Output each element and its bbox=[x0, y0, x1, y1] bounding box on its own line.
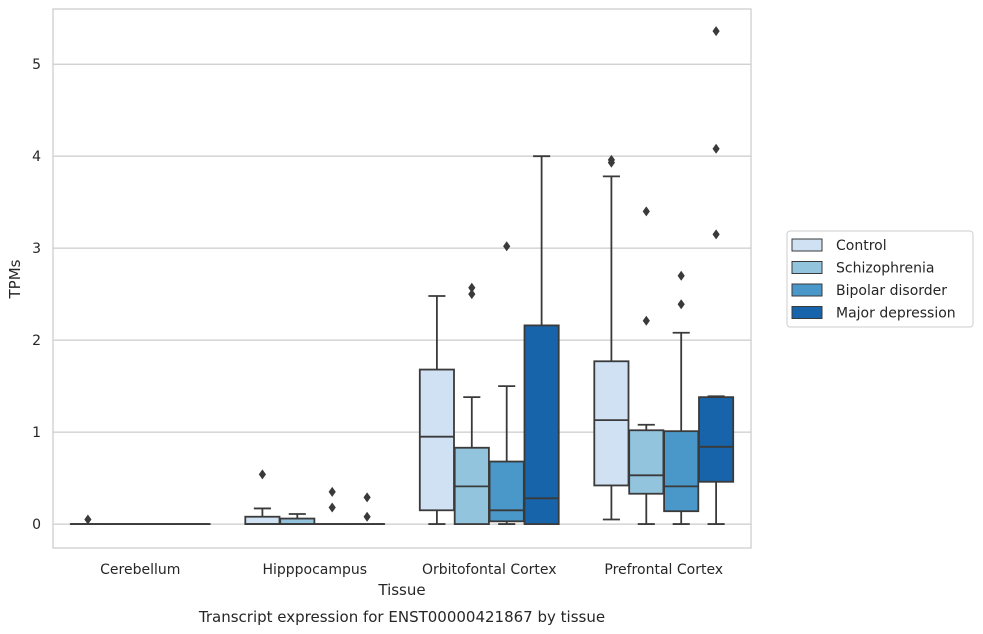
y-tick-label: 0 bbox=[32, 517, 41, 533]
box-major-depression-1 bbox=[349, 492, 386, 525]
outlier-point bbox=[258, 469, 266, 480]
outlier-point bbox=[363, 492, 371, 503]
plot-area-frame bbox=[52, 8, 752, 549]
legend: Control Schizophrenia Bipolar disorder Majo… bbox=[786, 230, 974, 328]
outlier-point bbox=[607, 154, 615, 165]
box-iqr bbox=[488, 460, 525, 523]
box-bipolar-disorder-2 bbox=[488, 241, 525, 525]
x-tick-label: Hipppocampus bbox=[262, 562, 367, 578]
y-tick-label: 4 bbox=[32, 149, 41, 165]
gridlines bbox=[53, 63, 751, 525]
box-control-1 bbox=[244, 469, 281, 525]
box-marks bbox=[69, 26, 735, 525]
y-tick-label: 5 bbox=[32, 57, 41, 73]
box-schizophrenia-3 bbox=[628, 206, 665, 525]
chart-caption: Transcript expression for ENST0000042186… bbox=[198, 608, 605, 626]
box-iqr bbox=[593, 360, 630, 487]
outlier-point bbox=[677, 299, 685, 310]
y-tick-label: 2 bbox=[32, 333, 41, 349]
x-axis-label: Tissue bbox=[377, 581, 425, 599]
outlier-point bbox=[712, 229, 720, 240]
x-tick-label: Prefrontal Cortex bbox=[604, 562, 723, 578]
legend-label: Schizophrenia bbox=[836, 261, 934, 277]
x-tick-label: Orbitofontal Cortex bbox=[422, 562, 557, 578]
y-tick-label: 1 bbox=[32, 425, 41, 441]
x-tick-label: Cerebellum bbox=[100, 562, 180, 578]
outlier-point bbox=[642, 206, 650, 217]
y-tick-labels: 0 1 2 3 4 5 bbox=[32, 57, 41, 533]
legend-swatch bbox=[791, 238, 823, 252]
legend-swatch bbox=[791, 306, 823, 319]
outlier-point bbox=[712, 143, 720, 154]
legend-label: Control bbox=[836, 238, 887, 254]
box-schizophrenia-1 bbox=[279, 513, 316, 525]
box-major-depression-3 bbox=[698, 26, 735, 525]
box-control-3 bbox=[593, 154, 630, 521]
box-iqr bbox=[663, 430, 700, 513]
box-iqr bbox=[628, 429, 665, 495]
box-iqr bbox=[523, 324, 560, 525]
outlier-point bbox=[712, 26, 720, 37]
y-tick-label: 3 bbox=[32, 241, 41, 257]
outlier-point bbox=[677, 270, 685, 281]
box-schizophrenia-2 bbox=[453, 282, 490, 525]
y-axis-label: TPMs bbox=[6, 259, 24, 299]
legend-swatch bbox=[791, 283, 823, 297]
outlier-point bbox=[363, 511, 371, 522]
box-bipolar-disorder-3 bbox=[663, 270, 700, 525]
outlier-point bbox=[503, 241, 511, 252]
outlier-point bbox=[642, 315, 650, 326]
x-tick-labels: Cerebellum Hipppocampus Orbitofontal Corte… bbox=[100, 562, 723, 578]
outlier-point bbox=[328, 486, 336, 497]
outlier-point bbox=[84, 514, 92, 525]
box-bipolar-disorder-1 bbox=[314, 486, 351, 525]
legend-label: Bipolar disorder bbox=[836, 283, 947, 299]
box-control-2 bbox=[418, 295, 455, 525]
legend-label: Major depression bbox=[836, 306, 956, 322]
box-iqr bbox=[244, 515, 281, 525]
box-iqr bbox=[418, 368, 455, 512]
box-iqr bbox=[698, 396, 735, 483]
outlier-point bbox=[468, 289, 476, 300]
legend-swatch bbox=[791, 261, 823, 274]
box-control-0 bbox=[69, 514, 106, 525]
outlier-point bbox=[468, 282, 476, 293]
legend-frame bbox=[786, 230, 974, 328]
outlier-point bbox=[328, 502, 336, 513]
box-major-depression-2 bbox=[523, 155, 560, 525]
